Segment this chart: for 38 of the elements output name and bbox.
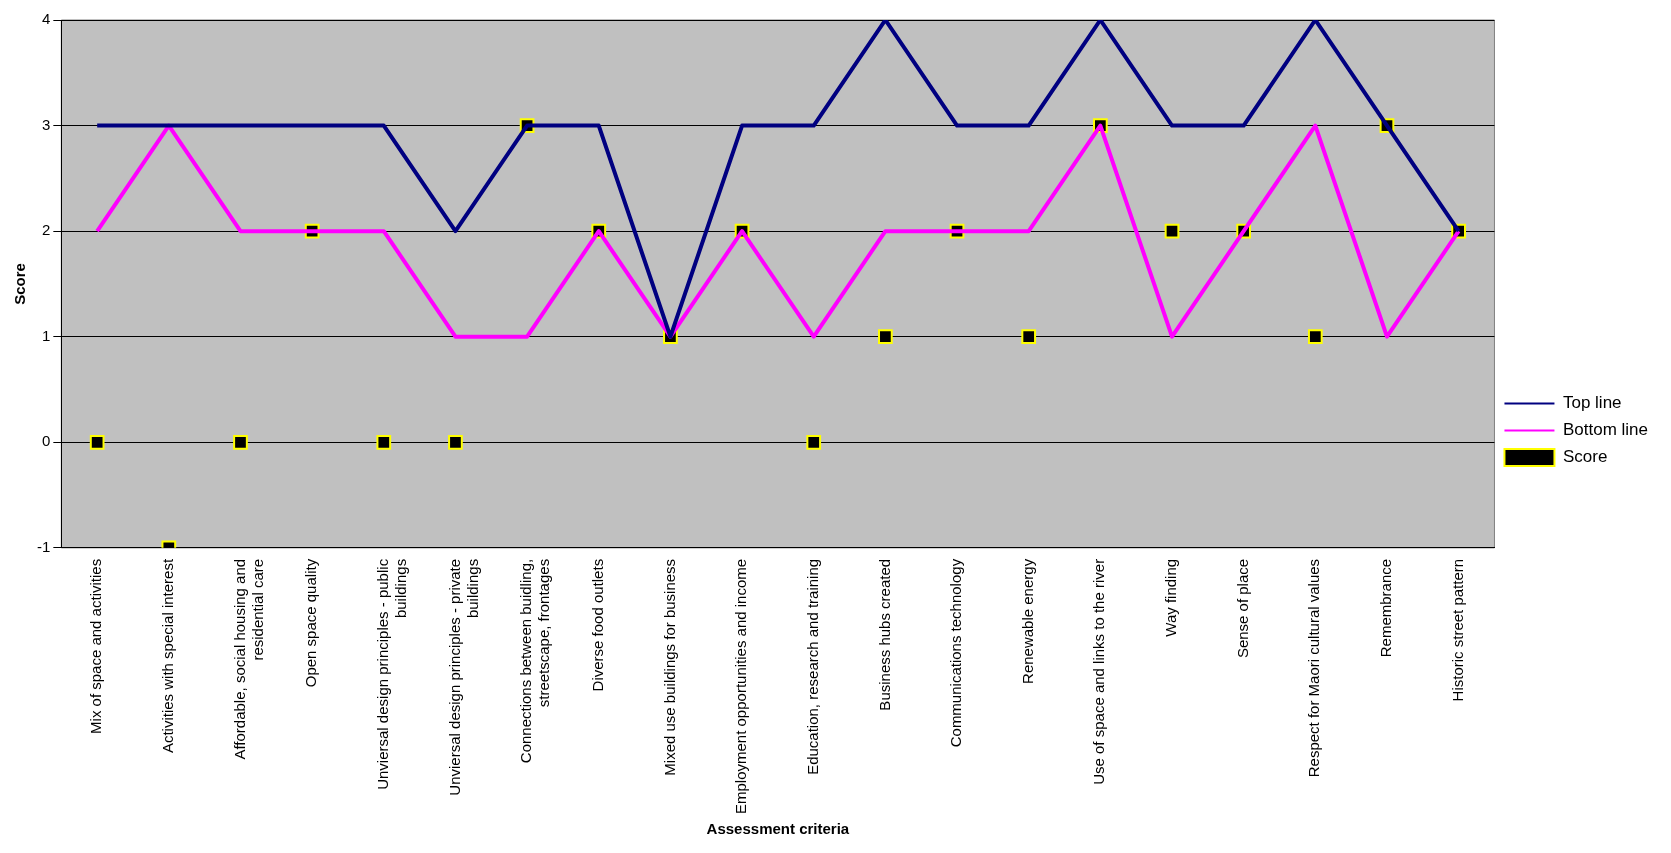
x-tick-label: Activities with special interest: [158, 558, 176, 754]
x-tick-label: Way finding: [1162, 558, 1180, 637]
point: [1307, 329, 1323, 345]
x-axis-title: Assessment criteria: [706, 820, 850, 838]
y-tick-label: 2: [41, 221, 51, 239]
x-tick-label: Education, research and training: [803, 558, 821, 775]
point: [448, 434, 463, 450]
x-tick-label: Mix of space and activities: [87, 558, 105, 734]
y-tick-label: -1: [36, 538, 51, 555]
x-tick-label: Respect for Maori cultural values: [1305, 558, 1323, 778]
x-tick-label: Diverse food outlets: [588, 558, 606, 692]
x-tick-label: Affordable, social housing and residential care: [230, 558, 266, 760]
x-tick-label: Sense of place: [1233, 558, 1251, 659]
x-tick-label: Open space quality: [302, 558, 320, 688]
y-tick-label: 4: [41, 10, 51, 28]
x-tick-label: Business hubs created: [875, 558, 893, 711]
point: [806, 434, 822, 450]
x-tick-label: Mixed use buildings for business: [660, 558, 678, 776]
legend-label: Bottom line: [1562, 420, 1649, 440]
point: [1021, 329, 1037, 345]
point: [89, 434, 105, 450]
x-tick-label: Unviersal design principles - public buildings: [373, 558, 409, 790]
x-tick-label: Employment opportunities and income: [732, 558, 750, 814]
x-tick-label: Remembrance: [1377, 558, 1395, 658]
legend-label: Top line: [1562, 393, 1622, 413]
point: [1164, 223, 1180, 239]
y-tick-label: 0: [41, 432, 51, 450]
x-tick-label: Communications technology: [947, 558, 965, 748]
y-tick-label: 1: [41, 326, 51, 344]
y-tick-label: 3: [41, 115, 51, 133]
point: [878, 329, 893, 345]
legend-label: Score: [1562, 447, 1608, 467]
x-tick-label: Renewable energy: [1018, 558, 1036, 684]
point: [376, 434, 392, 450]
point: [233, 434, 248, 450]
x-tick-label: Use of space and links to the river: [1090, 558, 1108, 785]
y-axis-title: Score: [11, 263, 29, 305]
x-tick-label: Historic street pattern: [1448, 558, 1466, 702]
